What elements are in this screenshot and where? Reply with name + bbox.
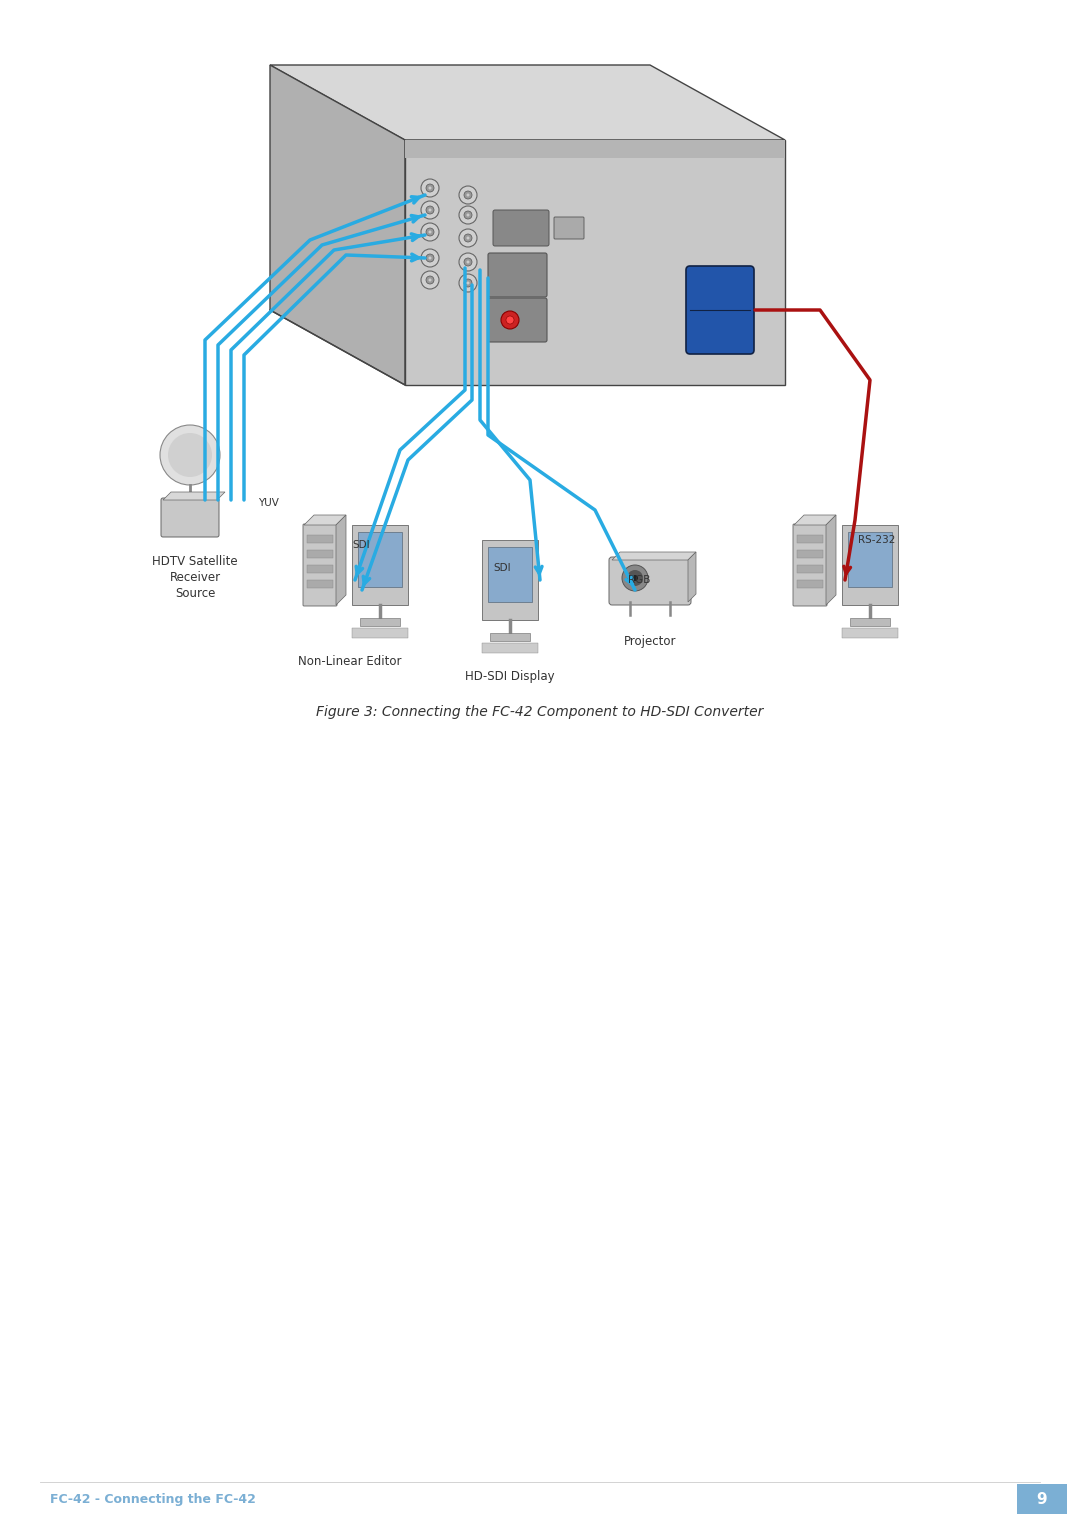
Circle shape [429,256,432,259]
Circle shape [459,228,477,247]
Circle shape [426,228,434,236]
Text: SDI: SDI [352,539,369,550]
Circle shape [622,565,648,591]
FancyBboxPatch shape [686,267,754,354]
Bar [850,617,890,627]
Circle shape [507,316,514,323]
Bar [307,581,333,588]
Polygon shape [842,525,897,605]
Bar [352,628,408,637]
FancyBboxPatch shape [492,210,549,247]
Bar [842,628,897,637]
Polygon shape [336,515,346,605]
Text: Projector: Projector [624,634,676,648]
Circle shape [464,192,472,199]
Circle shape [421,201,438,219]
Circle shape [467,260,470,264]
Circle shape [426,184,434,192]
Bar [490,633,530,640]
Circle shape [421,179,438,198]
Circle shape [467,193,470,196]
Polygon shape [352,525,408,605]
Polygon shape [612,552,696,561]
Polygon shape [794,515,836,525]
Text: HDTV Satellite
Receiver
Source: HDTV Satellite Receiver Source [152,555,238,601]
Circle shape [426,205,434,214]
Circle shape [459,185,477,204]
FancyBboxPatch shape [1017,1485,1067,1514]
Bar [488,547,532,602]
Bar [357,532,402,587]
Circle shape [501,311,519,329]
Text: SDI: SDI [492,562,511,573]
Text: HD-SDI Display: HD-SDI Display [465,669,555,683]
Text: 9: 9 [1037,1492,1048,1507]
Circle shape [459,205,477,224]
Text: Non-Linear Editor: Non-Linear Editor [298,656,402,668]
Polygon shape [482,539,538,620]
Circle shape [426,276,434,283]
Circle shape [429,279,432,282]
Text: FC-42 - Connecting the FC-42: FC-42 - Connecting the FC-42 [50,1494,256,1506]
Polygon shape [405,139,785,158]
Polygon shape [405,139,785,385]
Circle shape [467,282,470,285]
Text: YUV: YUV [258,498,279,509]
Text: RS-232: RS-232 [858,535,895,545]
Circle shape [467,213,470,216]
Polygon shape [163,492,225,499]
Circle shape [421,271,438,290]
Bar [307,550,333,558]
Circle shape [168,434,212,476]
Circle shape [464,279,472,286]
Circle shape [421,250,438,267]
Bar [797,565,823,573]
Circle shape [459,274,477,293]
Polygon shape [303,515,346,525]
FancyBboxPatch shape [554,218,584,239]
Bar [360,617,400,627]
Polygon shape [270,64,785,139]
Circle shape [467,236,470,239]
Circle shape [464,257,472,267]
Bar [307,535,333,542]
Circle shape [426,254,434,262]
Circle shape [429,187,432,190]
Bar [797,581,823,588]
Circle shape [429,208,432,211]
FancyBboxPatch shape [303,524,337,607]
Bar [797,535,823,542]
Circle shape [459,253,477,271]
FancyBboxPatch shape [793,524,827,607]
FancyBboxPatch shape [161,498,219,538]
Polygon shape [826,515,836,605]
Polygon shape [270,64,405,385]
Circle shape [160,424,220,486]
Bar [797,550,823,558]
FancyBboxPatch shape [609,558,691,605]
Circle shape [421,224,438,241]
Circle shape [429,230,432,233]
Bar [482,643,538,653]
Polygon shape [688,552,696,602]
Text: RGB: RGB [627,574,650,585]
Circle shape [464,234,472,242]
FancyBboxPatch shape [488,299,546,342]
Circle shape [464,211,472,219]
Bar [848,532,892,587]
Circle shape [632,574,638,581]
Text: Figure 3: Connecting the FC-42 Component to HD-SDI Converter: Figure 3: Connecting the FC-42 Component… [316,705,764,719]
Circle shape [627,570,643,587]
FancyBboxPatch shape [488,253,546,297]
Bar [307,565,333,573]
